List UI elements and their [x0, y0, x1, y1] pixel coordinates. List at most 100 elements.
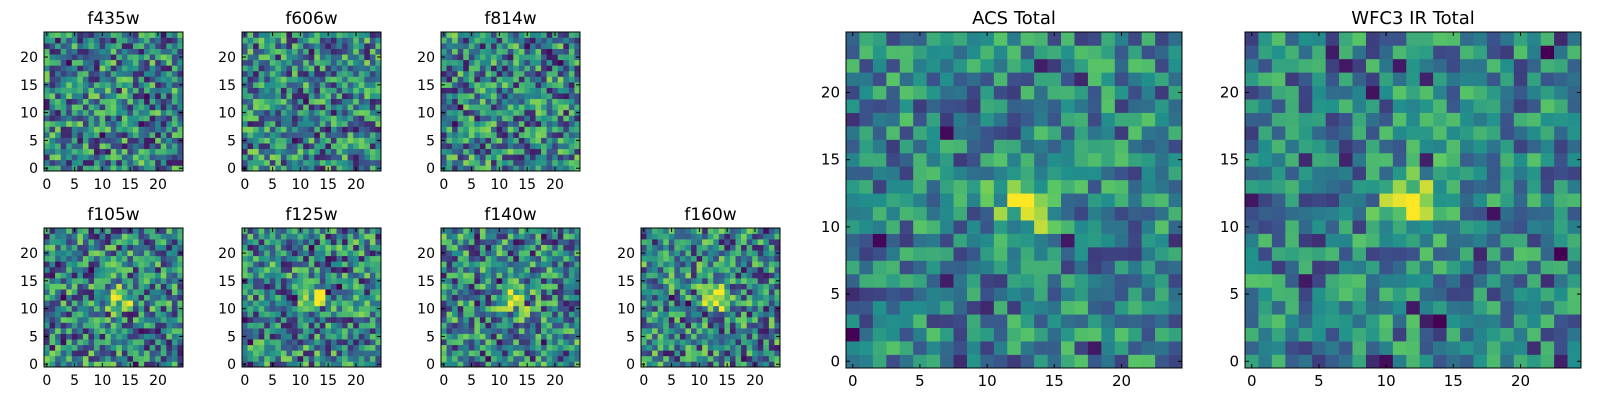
heatmap-cell	[336, 328, 343, 334]
heatmap-cell	[446, 54, 453, 61]
heatmap-cell	[82, 311, 89, 318]
heatmap-cell	[485, 120, 492, 127]
heatmap-cell	[899, 166, 914, 181]
heatmap-cell	[691, 322, 697, 329]
heatmap-cell	[330, 311, 337, 318]
heatmap-cell	[691, 300, 697, 307]
heatmap-cell	[71, 43, 78, 49]
heatmap-cell	[258, 255, 265, 262]
heatmap-cell	[105, 32, 112, 38]
heatmap-cell	[674, 278, 681, 284]
heatmap-cell	[171, 148, 178, 155]
heatmap-cell	[502, 289, 509, 296]
heatmap-cell	[160, 305, 167, 312]
heatmap-cell	[264, 115, 271, 122]
heatmap-cell	[342, 87, 348, 94]
heatmap-cell	[280, 132, 287, 138]
heatmap-cell	[552, 148, 559, 155]
heatmap-cell	[696, 261, 703, 268]
heatmap-cell	[746, 294, 753, 301]
heatmap-cell	[110, 154, 117, 161]
heatmap-cell	[1101, 206, 1116, 221]
heatmap-cell	[347, 120, 354, 127]
heatmap-cell	[253, 244, 259, 251]
heatmap-cell	[303, 228, 310, 234]
heatmap-cell	[303, 233, 310, 240]
heatmap-cell	[314, 261, 321, 268]
heatmap-cell	[325, 255, 332, 262]
heatmap-cell	[552, 244, 559, 251]
heatmap-cell	[679, 289, 686, 296]
heatmap-cell	[171, 283, 178, 290]
heatmap-cell	[375, 126, 382, 133]
heatmap-cell	[479, 333, 486, 340]
heatmap-cell	[474, 98, 481, 105]
heatmap-cell	[166, 137, 173, 144]
heatmap-cell	[342, 311, 348, 318]
heatmap-cell	[116, 339, 123, 346]
heatmap-cell	[574, 120, 581, 127]
heatmap-cell	[247, 344, 254, 351]
heatmap-cell	[116, 278, 123, 284]
heatmap-cell	[1114, 220, 1129, 234]
heatmap-cell	[364, 98, 371, 105]
heatmap-cell	[138, 109, 145, 116]
heatmap-cell	[375, 98, 382, 105]
heatmap-cell	[110, 104, 117, 111]
heatmap-cell	[713, 272, 720, 279]
heatmap-cell	[696, 244, 703, 251]
heatmap-cell	[110, 32, 117, 38]
heatmap-cell	[652, 255, 658, 262]
heatmap-cell	[674, 305, 681, 312]
heatmap-cell	[541, 322, 547, 329]
heatmap-cell	[253, 143, 259, 150]
heatmap-cell	[308, 93, 315, 100]
heatmap-cell	[446, 154, 453, 161]
heatmap-cell	[60, 328, 67, 334]
panel-title: f105w	[87, 205, 139, 225]
heatmap-cell	[546, 255, 553, 262]
heatmap-cell	[247, 355, 254, 362]
heatmap-cell	[88, 339, 95, 346]
heatmap-cell	[121, 350, 128, 357]
heatmap-cell	[269, 48, 276, 55]
heatmap-cell	[253, 322, 259, 329]
heatmap-cell	[88, 233, 95, 240]
heatmap-cell	[468, 76, 475, 83]
heatmap-cell	[116, 311, 123, 318]
heatmap-cell	[496, 137, 503, 144]
heatmap-cell	[105, 344, 112, 351]
heatmap-cell	[127, 98, 134, 105]
heatmap-cell	[763, 233, 770, 240]
x-tick-label: 15	[718, 373, 736, 389]
heatmap-cell	[325, 43, 332, 49]
heatmap-cell	[491, 294, 497, 301]
heatmap-cell	[446, 294, 453, 301]
heatmap-cell	[155, 239, 162, 245]
heatmap-cell	[663, 239, 670, 245]
heatmap-cell	[77, 43, 84, 49]
heatmap-cell	[171, 266, 178, 273]
heatmap-cell	[77, 305, 84, 312]
heatmap-cell	[258, 82, 265, 88]
heatmap-cell	[557, 294, 564, 301]
heatmap-cell	[529, 289, 536, 296]
heatmap-cell	[496, 148, 503, 155]
heatmap-cell	[347, 70, 354, 77]
heatmap-cell	[71, 283, 78, 290]
heatmap-cell	[269, 278, 276, 284]
heatmap-cell	[685, 339, 692, 346]
heatmap-cell	[149, 87, 156, 94]
heatmap-cell	[468, 115, 475, 122]
heatmap-cell	[127, 272, 134, 279]
heatmap-cell	[468, 272, 475, 279]
heatmap-cell	[110, 344, 117, 351]
heatmap-cell	[242, 300, 248, 307]
heatmap-cell	[518, 339, 525, 346]
heatmap-cell	[446, 355, 453, 362]
heatmap-cell	[441, 98, 447, 105]
heatmap-cell	[132, 283, 139, 290]
heatmap-cell	[121, 115, 128, 122]
heatmap-cell	[116, 255, 123, 262]
heatmap-cell	[121, 32, 128, 38]
